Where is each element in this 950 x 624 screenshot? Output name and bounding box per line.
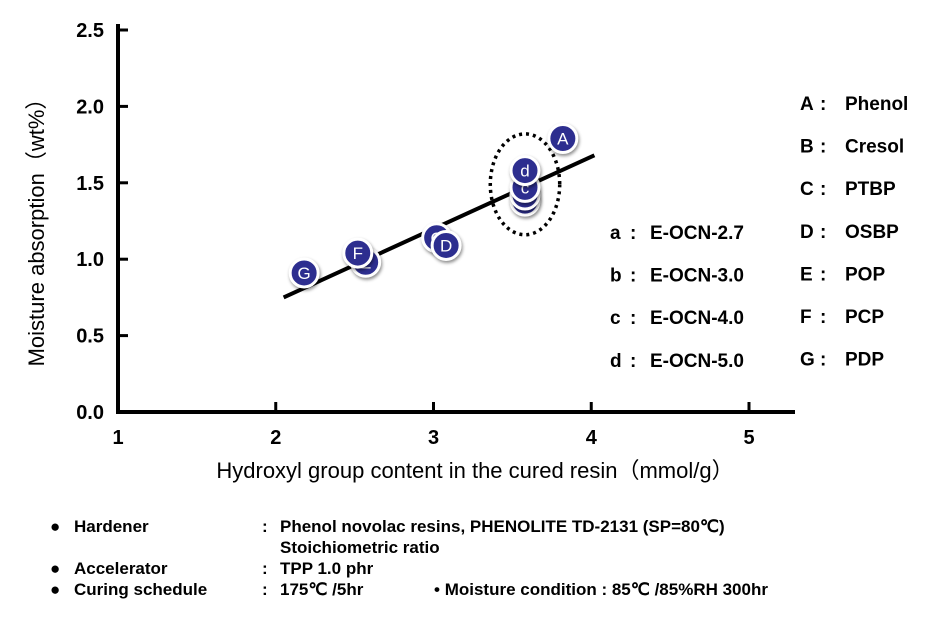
dotted-ellipse — [488, 132, 562, 237]
small-bullet-icon: • — [434, 580, 440, 599]
highlight-ellipse — [488, 132, 562, 237]
point-marker — [430, 229, 462, 261]
bullet-icon: ● — [50, 580, 61, 599]
point-marker — [342, 237, 374, 269]
moisture-condition: • Moisture condition : 85℃ /85%RH 300hr — [434, 579, 768, 600]
legend-key: d — [610, 351, 622, 372]
legend-key: E — [800, 264, 813, 285]
legend-key: a — [610, 223, 621, 244]
point-marker — [288, 257, 320, 289]
y-axis-ticks: 0.0 0.5 1.0 1.5 2.0 2.5 — [76, 20, 128, 424]
legend-separator: : — [630, 308, 636, 329]
legend-item-d: d: E-OCN-5.0 — [610, 351, 744, 372]
x-tick-label: 5 — [743, 427, 754, 449]
legend-item-C: C: PTBP — [800, 179, 896, 200]
legend-item-c: c: E-OCN-4.0 — [610, 308, 744, 329]
legend-key: c — [610, 308, 621, 329]
y-axis-title: Moisture absorption（wt%） — [24, 88, 49, 367]
point-marker — [509, 155, 541, 187]
legend-separator: : — [820, 222, 826, 243]
legend-value: POP — [845, 264, 885, 285]
legend-key: b — [610, 266, 622, 287]
legend-value: E-OCN-5.0 — [650, 351, 744, 372]
legend-separator: : — [820, 350, 826, 371]
legend-value: E-OCN-3.0 — [650, 266, 744, 287]
x-axis-ticks: 1 2 3 4 5 — [112, 402, 755, 449]
legend-separator: : — [820, 264, 826, 285]
note-value: Phenol novolac resins, PHENOLITE TD-2131… — [280, 517, 725, 536]
y-tick-label: 1.5 — [76, 173, 104, 195]
note-colon: : — [262, 517, 268, 536]
bullet-icon: ● — [50, 559, 61, 578]
point-marker — [547, 122, 579, 154]
legend-item-E: E: POP — [800, 264, 885, 285]
note-colon: : — [262, 580, 268, 599]
point-label: G — [298, 264, 311, 283]
legend-separator: : — [820, 179, 826, 200]
y-tick-label: 1.0 — [76, 249, 104, 271]
data-points: GEFCDabcdA — [288, 122, 579, 289]
x-tick-label: 1 — [112, 427, 123, 449]
data-point-D: D — [430, 229, 462, 261]
legend-key: C — [800, 179, 814, 200]
legend-grades: a: E-OCN-2.7 b: E-OCN-3.0 c: E-OCN-4.0 d: E-OCN… — [610, 223, 744, 372]
legend-separator: : — [820, 94, 826, 115]
legend-separator: : — [820, 307, 826, 328]
bullet-icon: ● — [50, 517, 61, 536]
legend-value: OSBP — [845, 222, 899, 243]
legend-key: A — [800, 94, 814, 115]
y-tick-label: 0.5 — [76, 326, 104, 348]
point-label: d — [520, 162, 529, 181]
note-value: Stoichiometric ratio — [280, 538, 440, 557]
legend-item-G: G: PDP — [800, 350, 884, 371]
legend-key: F — [800, 307, 812, 328]
legend-value: PCP — [845, 307, 884, 328]
y-tick-label: 2.5 — [76, 20, 104, 42]
y-tick-label: 2.0 — [76, 96, 104, 118]
note-label: Curing schedule — [74, 580, 208, 599]
legend-separator: : — [820, 137, 826, 158]
legend-item-a: a: E-OCN-2.7 — [610, 223, 744, 244]
note-label: Accelerator — [74, 559, 168, 578]
data-point-G: G — [288, 257, 320, 289]
point-label: c — [521, 178, 530, 197]
y-tick-label: 0.0 — [76, 402, 104, 424]
data-point-F: F — [342, 237, 374, 269]
point-label: A — [557, 129, 569, 148]
legend-item-A: A: Phenol — [800, 94, 908, 115]
note-value: TPP 1.0 phr — [280, 559, 374, 578]
note-value: 175℃ /5hr — [280, 580, 364, 599]
legend-separator: : — [630, 266, 636, 287]
legend-value: Cresol — [845, 137, 904, 158]
note-label: Hardener — [74, 517, 149, 536]
legend-value: E-OCN-2.7 — [650, 223, 744, 244]
legend-separator: : — [630, 351, 636, 372]
axes — [116, 24, 795, 414]
point-label: F — [353, 244, 363, 263]
data-point-A: A — [547, 122, 579, 154]
point-label: D — [440, 236, 452, 255]
x-tick-label: 3 — [428, 427, 439, 449]
legend-item-F: F: PCP — [800, 307, 884, 328]
note-colon: : — [262, 559, 268, 578]
x-tick-label: 4 — [586, 427, 598, 449]
legend-key: D — [800, 222, 814, 243]
legend-phenols: A: Phenol B: Cresol C: PTBP D: OSBP E: POP F: PCP G:… — [800, 94, 908, 371]
moisture-condition-text: Moisture condition : 85℃ /85%RH 300hr — [444, 580, 768, 599]
legend-value: PDP — [845, 350, 884, 371]
legend-key: B — [800, 137, 814, 158]
legend-value: E-OCN-4.0 — [650, 308, 744, 329]
legend-item-B: B: Cresol — [800, 137, 904, 158]
legend-key: G — [800, 350, 815, 371]
legend-value: PTBP — [845, 179, 896, 200]
x-axis-title: Hydroxyl group content in the cured resi… — [216, 458, 733, 483]
legend-item-D: D: OSBP — [800, 222, 899, 243]
legend-item-b: b: E-OCN-3.0 — [610, 266, 744, 287]
legend-separator: : — [630, 223, 636, 244]
moisture-absorption-chart: 0.0 0.5 1.0 1.5 2.0 2.5 1 2 3 4 5 Moisture absorp… — [24, 20, 908, 483]
legend-value: Phenol — [845, 94, 908, 115]
x-tick-label: 2 — [270, 427, 281, 449]
data-point-d: d — [509, 155, 541, 187]
